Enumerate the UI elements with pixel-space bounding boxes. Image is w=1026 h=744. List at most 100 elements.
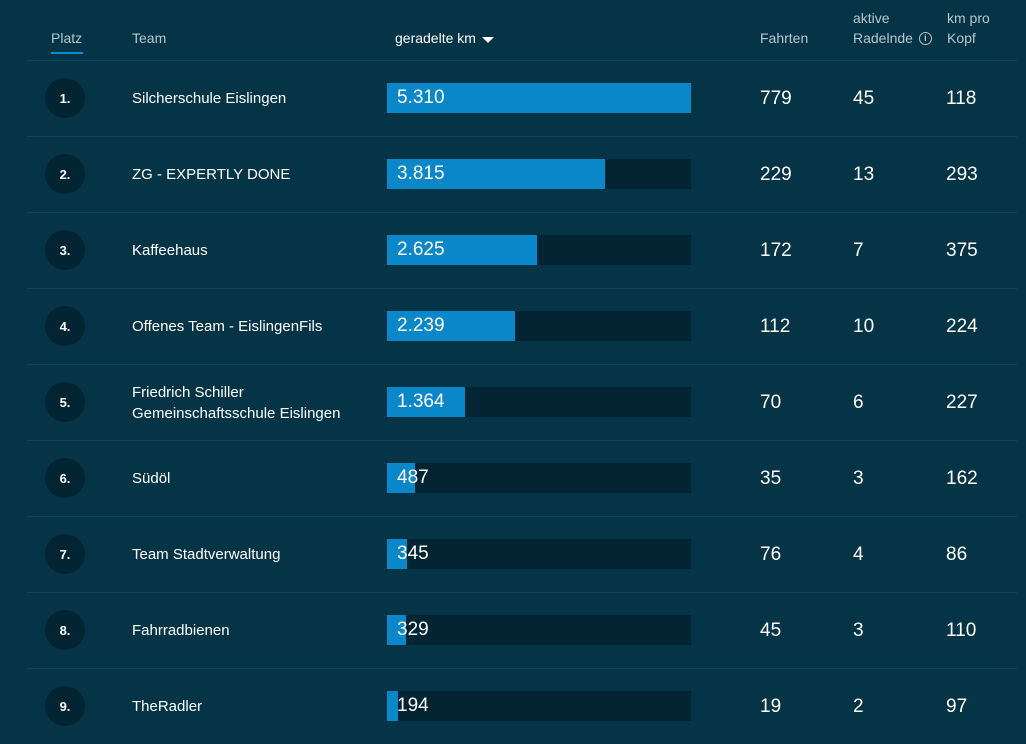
column-header-kmpro-line1: km pro <box>947 10 990 26</box>
team-name-line: Fahrradbienen <box>132 622 230 639</box>
table-header: Platz Team geradelte km Fahrten aktive R… <box>0 0 1026 60</box>
team-name-line: Offenes Team - EislingenFils <box>132 318 323 335</box>
fahrten-value: 35 <box>760 468 782 489</box>
km-bar-track: 487 <box>387 463 691 493</box>
team-name-line: Silcherschule Eislingen <box>132 90 287 107</box>
column-header-km[interactable]: geradelte km <box>395 28 494 48</box>
rank-badge: 6. <box>45 458 85 498</box>
kmpro-value: 224 <box>946 316 978 337</box>
fahrten-value: 45 <box>760 620 782 641</box>
team-name-line: Südöl <box>132 470 171 487</box>
aktive-value: 13 <box>853 164 875 185</box>
km-bar-fill <box>387 463 415 493</box>
rank-badge: 1. <box>45 78 85 118</box>
aktive-value: 10 <box>853 316 875 337</box>
km-value: 2.239 <box>397 315 445 336</box>
table-row[interactable]: 4. Offenes Team - EislingenFils 2.239 112 10… <box>27 288 1017 364</box>
fahrten-value: 76 <box>760 544 782 565</box>
rank-badge: 7. <box>45 534 85 574</box>
team-name-line: Gemeinschaftsschule Eislingen <box>132 404 341 422</box>
kmpro-value: 97 <box>946 696 968 717</box>
table-row[interactable]: 7. Team Stadtverwaltung 345 76 4 86 <box>27 516 1017 592</box>
table-row[interactable]: 9. TheRadler 194 19 2 97 <box>27 668 1017 744</box>
table-row[interactable]: 6. Südöl 487 35 3 162 <box>27 440 1017 516</box>
team-name: Kaffeehaus <box>132 213 372 288</box>
kmpro-value: 162 <box>946 468 978 489</box>
rank-badge: 5. <box>45 382 85 422</box>
column-header-team[interactable]: Team <box>132 30 167 46</box>
aktive-value: 3 <box>853 620 864 641</box>
km-bar-fill <box>387 691 399 721</box>
column-header-platz[interactable]: Platz <box>51 30 83 46</box>
kmpro-value: 375 <box>946 240 978 261</box>
km-value: 1.364 <box>397 391 445 412</box>
team-name: Team Stadtverwaltung <box>132 517 372 592</box>
table-body: 1. Silcherschule Eislingen 5.310 779 45 118 2.… <box>27 60 1017 744</box>
table-row[interactable]: 2. ZG - EXPERTLY DONE 3.815 229 13 293 <box>27 136 1017 212</box>
team-name-line: Kaffeehaus <box>132 242 208 259</box>
column-header-aktive-line1: aktive <box>853 10 890 26</box>
km-bar-track: 1.364 <box>387 387 691 417</box>
fahrten-value: 19 <box>760 696 782 717</box>
rank-badge: 3. <box>45 230 85 270</box>
kmpro-value: 110 <box>946 620 977 641</box>
km-bar-track: 2.625 <box>387 235 691 265</box>
km-value: 194 <box>397 695 429 716</box>
active-sort-underline <box>51 52 83 54</box>
km-bar-fill <box>387 83 691 113</box>
rank-badge: 9. <box>45 686 85 726</box>
aktive-value: 2 <box>853 696 864 717</box>
kmpro-value: 118 <box>946 88 977 109</box>
team-name: Friedrich Schiller Gemeinschaftsschule Ei… <box>132 365 372 440</box>
km-bar-fill <box>387 615 406 645</box>
km-bar-track: 194 <box>387 691 691 721</box>
km-bar-fill <box>387 539 407 569</box>
km-value: 329 <box>397 619 429 640</box>
team-name-line: TheRadler <box>132 698 203 715</box>
km-value: 487 <box>397 467 429 488</box>
team-name: ZG - EXPERTLY DONE <box>132 137 372 212</box>
column-header-aktive-line2: Radelnde <box>853 30 913 46</box>
column-header-aktive[interactable]: aktive Radelnde i <box>853 8 932 48</box>
table-row[interactable]: 8. Fahrradbienen 329 45 3 110 <box>27 592 1017 668</box>
km-bar-track: 345 <box>387 539 691 569</box>
km-bar-fill <box>387 159 606 189</box>
team-name: Silcherschule Eislingen <box>132 61 372 136</box>
km-value: 2.625 <box>397 239 445 260</box>
aktive-value: 45 <box>853 88 875 109</box>
km-bar-track: 5.310 <box>387 83 691 113</box>
team-name: Offenes Team - EislingenFils <box>132 289 372 364</box>
table-row[interactable]: 1. Silcherschule Eislingen 5.310 779 45 118 <box>27 60 1017 136</box>
aktive-value: 3 <box>853 468 864 489</box>
table-row[interactable]: 3. Kaffeehaus 2.625 172 7 375 <box>27 212 1017 288</box>
table-row[interactable]: 5. Friedrich Schiller Gemeinschaftsschule … <box>27 364 1017 440</box>
km-bar-fill <box>387 235 538 265</box>
km-value: 3.815 <box>397 163 445 184</box>
column-header-kmpro-line2: Kopf <box>947 30 976 46</box>
km-bar-track: 3.815 <box>387 159 691 189</box>
km-value: 5.310 <box>397 87 445 108</box>
kmpro-value: 86 <box>946 544 968 565</box>
team-name: Südöl <box>132 441 372 516</box>
team-name: TheRadler <box>132 669 372 744</box>
km-bar-track: 329 <box>387 615 691 645</box>
info-icon[interactable]: i <box>918 31 932 45</box>
km-bar-fill <box>387 387 466 417</box>
fahrten-value: 70 <box>760 392 782 413</box>
km-value: 345 <box>397 543 429 564</box>
fahrten-value: 112 <box>760 316 791 337</box>
column-header-km-label: geradelte km <box>395 30 476 46</box>
team-name-line: Friedrich Schiller <box>132 383 244 401</box>
fahrten-value: 779 <box>760 88 792 109</box>
team-name-line: Team Stadtverwaltung <box>132 546 281 563</box>
kmpro-value: 293 <box>946 164 978 185</box>
kmpro-value: 227 <box>946 392 978 413</box>
sort-desc-icon <box>481 36 494 43</box>
km-bar-track: 2.239 <box>387 311 691 341</box>
team-name: Fahrradbienen <box>132 593 372 668</box>
fahrten-value: 229 <box>760 164 792 185</box>
column-header-fahrten[interactable]: Fahrten <box>760 30 809 46</box>
aktive-value: 6 <box>853 392 864 413</box>
column-header-kmpro[interactable]: km pro Kopf <box>947 8 990 48</box>
